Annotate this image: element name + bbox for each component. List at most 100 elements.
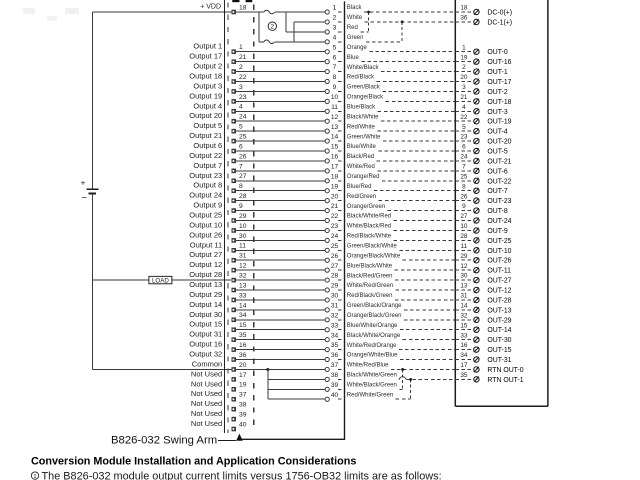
svg-text:Orange/White/Blue: Orange/White/Blue: [347, 353, 398, 359]
svg-text:Output 28: Output 28: [189, 270, 222, 279]
svg-text:16: 16: [460, 342, 468, 349]
svg-text:The B826-032 module output cur: The B826-032 module output current limit…: [42, 471, 442, 480]
svg-text:Black/White/Red: Black/White/Red: [347, 214, 391, 220]
svg-text:Green/Black/White: Green/Black/White: [347, 244, 398, 250]
svg-text:B826-032 Swing Arm: B826-032 Swing Arm: [111, 435, 217, 447]
svg-text:OUT-2: OUT-2: [487, 89, 507, 96]
svg-text:8: 8: [333, 74, 337, 81]
svg-text:Output 29: Output 29: [189, 290, 222, 299]
svg-text:32: 32: [331, 312, 339, 319]
svg-text:Output 1: Output 1: [193, 42, 222, 51]
svg-text:26: 26: [239, 153, 247, 160]
svg-text:14: 14: [331, 134, 339, 141]
svg-text:Red/Black/White: Red/Black/White: [347, 234, 392, 240]
svg-text:37: 37: [239, 392, 247, 399]
svg-text:OUT-21: OUT-21: [487, 158, 511, 165]
svg-text:36: 36: [460, 15, 468, 22]
svg-text:RTN OUT-1: RTN OUT-1: [487, 377, 523, 384]
svg-text:17: 17: [331, 163, 339, 170]
svg-text:28: 28: [239, 193, 247, 200]
svg-text:Output 15: Output 15: [189, 320, 222, 329]
svg-text:33: 33: [331, 322, 339, 329]
svg-text:15: 15: [460, 322, 468, 329]
svg-text:Not Used: Not Used: [191, 399, 222, 408]
svg-text:40: 40: [331, 392, 339, 399]
svg-text:Output 7: Output 7: [193, 161, 222, 170]
svg-text:25: 25: [460, 173, 468, 180]
svg-text:21: 21: [460, 94, 468, 101]
svg-text:Green/Black/Orange: Green/Black/Orange: [347, 303, 402, 309]
svg-text:White/Red/Orange: White/Red/Orange: [347, 343, 397, 349]
svg-text:Blue/Red: Blue/Red: [347, 184, 372, 190]
svg-text:15: 15: [239, 322, 247, 329]
svg-text:9: 9: [239, 203, 243, 210]
svg-text:9: 9: [462, 203, 466, 210]
svg-text:Output 8: Output 8: [193, 181, 222, 190]
svg-text:White: White: [347, 15, 363, 21]
svg-text:37: 37: [331, 362, 339, 369]
svg-text:34: 34: [239, 312, 247, 319]
svg-text:23: 23: [239, 94, 247, 101]
svg-text:36: 36: [331, 352, 339, 359]
svg-text:OUT-0: OUT-0: [487, 49, 507, 56]
svg-text:3: 3: [239, 84, 243, 91]
svg-text:OUT-6: OUT-6: [487, 168, 507, 175]
svg-text:Output 3: Output 3: [193, 81, 222, 90]
svg-text:39: 39: [239, 411, 247, 418]
svg-text:7: 7: [462, 163, 466, 170]
svg-text:24: 24: [331, 233, 339, 240]
svg-text:19: 19: [239, 382, 247, 389]
svg-text:34: 34: [460, 352, 468, 359]
svg-text:Orange/Black/White: Orange/Black/White: [347, 253, 401, 259]
svg-text:19: 19: [331, 183, 339, 190]
svg-text:OUT-30: OUT-30: [487, 337, 511, 344]
svg-text:25: 25: [331, 243, 339, 250]
svg-text:7: 7: [239, 163, 243, 170]
svg-text:Not Used: Not Used: [191, 379, 222, 388]
svg-text:Blue/White: Blue/White: [347, 144, 377, 150]
svg-text:12: 12: [460, 263, 468, 270]
svg-text:OUT-8: OUT-8: [487, 208, 507, 215]
svg-text:Blue: Blue: [347, 55, 360, 61]
svg-text:Red/Green: Red/Green: [347, 194, 376, 200]
svg-text:24: 24: [460, 154, 468, 161]
svg-text:38: 38: [239, 402, 247, 409]
svg-text:38: 38: [331, 372, 339, 379]
svg-text:40: 40: [239, 421, 247, 428]
svg-text:30: 30: [239, 233, 247, 240]
svg-text:OUT-1: OUT-1: [487, 69, 507, 76]
svg-text:DC-1(+): DC-1(+): [487, 19, 512, 26]
svg-text:15: 15: [331, 144, 339, 151]
svg-text:Orange/Black: Orange/Black: [347, 95, 384, 101]
svg-text:Output 5: Output 5: [193, 121, 222, 130]
svg-text:Not Used: Not Used: [191, 419, 222, 428]
svg-text:3: 3: [462, 84, 466, 91]
svg-text:Output 16: Output 16: [189, 340, 222, 349]
svg-text:2: 2: [333, 15, 337, 22]
svg-text:Output 4: Output 4: [193, 101, 222, 110]
svg-text:Output 10: Output 10: [189, 220, 222, 229]
svg-text:Output 18: Output 18: [189, 72, 222, 81]
svg-text:1: 1: [333, 5, 337, 12]
svg-text:2: 2: [239, 64, 243, 71]
svg-text:13: 13: [460, 283, 468, 290]
svg-text:OUT-10: OUT-10: [487, 248, 511, 255]
svg-text:Output 9: Output 9: [193, 201, 222, 210]
svg-text:OUT-29: OUT-29: [487, 317, 511, 324]
svg-text:25: 25: [239, 133, 247, 140]
svg-text:1: 1: [462, 44, 466, 51]
svg-text:−: −: [82, 192, 88, 203]
svg-text:22: 22: [239, 74, 247, 81]
svg-text:29: 29: [331, 283, 339, 290]
svg-text:21: 21: [331, 203, 339, 210]
svg-text:Red/White/Green: Red/White/Green: [347, 392, 393, 398]
svg-text:18: 18: [460, 5, 468, 12]
svg-text:39: 39: [331, 382, 339, 389]
svg-text:White/Black/Green: White/Black/Green: [347, 383, 397, 389]
svg-text:28: 28: [331, 273, 339, 280]
svg-text:White/Black: White/Black: [347, 65, 380, 71]
svg-text:7: 7: [333, 64, 337, 71]
svg-text:4: 4: [333, 34, 337, 41]
svg-text:Output 30: Output 30: [189, 310, 222, 319]
svg-text:18: 18: [331, 173, 339, 180]
